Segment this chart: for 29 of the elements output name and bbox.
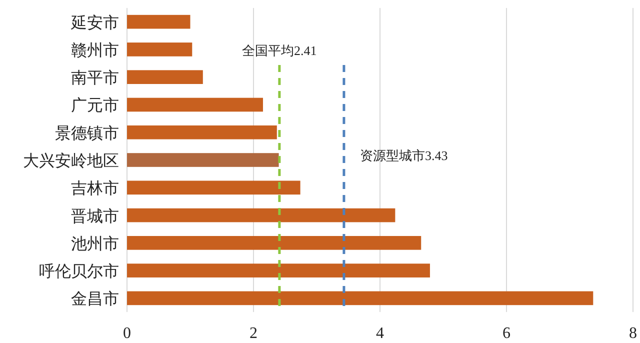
- bar: [127, 291, 594, 306]
- bar: [127, 42, 192, 56]
- x-tick-label: 4: [376, 325, 384, 342]
- x-tick-label: 8: [629, 325, 637, 342]
- y-tick-label: 南平市: [71, 69, 119, 88]
- y-tick-label: 赣州市: [71, 41, 119, 60]
- ref-line-label: 全国平均2.41: [242, 43, 317, 58]
- bar: [127, 180, 300, 195]
- bar: [127, 125, 277, 140]
- ref-line-label: 资源型城市3.43: [360, 148, 448, 163]
- y-tick-label: 广元市: [71, 96, 119, 115]
- bar: [127, 236, 422, 250]
- y-tick-label: 金昌市: [71, 290, 119, 308]
- y-tick-label: 延安市: [70, 14, 119, 32]
- y-tick-label: 晋城市: [71, 207, 119, 226]
- bar: [127, 70, 203, 84]
- x-tick-label: 2: [250, 325, 258, 342]
- y-tick-label: 大兴安岭地区: [23, 152, 119, 170]
- x-tick-label: 0: [123, 325, 131, 342]
- bar: [127, 14, 190, 29]
- x-tick-label: 6: [502, 325, 510, 342]
- y-tick-label: 池州市: [71, 234, 119, 253]
- bar: [127, 208, 396, 222]
- y-tick-label: 景德镇市: [55, 124, 119, 142]
- bar: [127, 153, 279, 167]
- bar: [127, 98, 263, 112]
- bar: [127, 264, 430, 278]
- y-tick-label: 呼伦贝尔市: [39, 262, 119, 281]
- y-tick-label: 吉林市: [71, 180, 119, 198]
